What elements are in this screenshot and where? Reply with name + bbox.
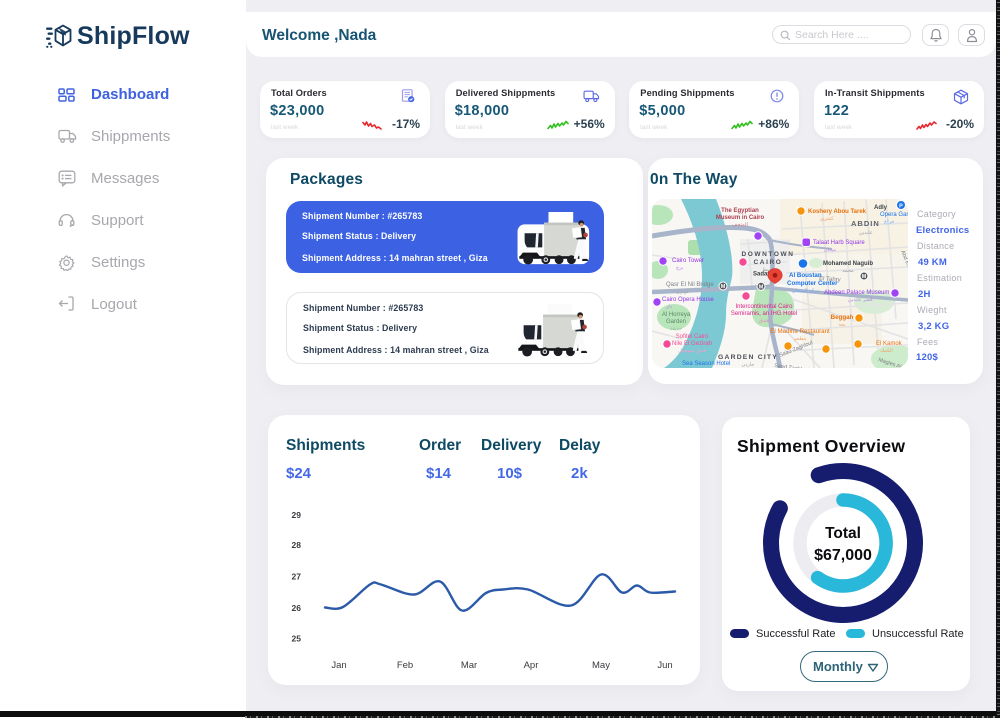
svg-text:Sofitel Cairo: Sofitel Cairo: [676, 334, 709, 340]
svg-text:27: 27: [292, 572, 302, 582]
svg-text:Museum in Cairo: Museum in Cairo: [716, 215, 765, 221]
svg-text:Feb: Feb: [397, 660, 413, 671]
svg-text:El Tahry: El Tahry: [819, 276, 841, 283]
svg-text:جاردن: جاردن: [742, 362, 755, 368]
svg-text:Qasr El Nil Bridge: Qasr El Nil Bridge: [666, 282, 714, 288]
svg-text:Magles Al...: Magles Al...: [877, 357, 906, 368]
svg-text:كشري: كشري: [820, 216, 834, 222]
svg-text:Al Horreya: Al Horreya: [662, 312, 691, 318]
svg-text:The Egyptian: The Egyptian: [721, 208, 759, 214]
svg-text:CAIRO: CAIRO: [754, 259, 783, 266]
svg-text:محمد: محمد: [842, 268, 854, 274]
svg-text:El Kamok: El Kamok: [876, 341, 903, 347]
svg-text:حديقة: حديقة: [670, 326, 682, 332]
svg-text:Talaat Harb Square: Talaat Harb Square: [813, 240, 865, 246]
svg-text:Al Boustan: Al Boustan: [789, 272, 822, 279]
svg-text:ABDIN: ABDIN: [851, 219, 880, 228]
svg-text:فندق: فندق: [759, 318, 770, 324]
svg-text:Garden: Garden: [666, 319, 686, 325]
svg-text:M: M: [759, 285, 764, 291]
svg-text:Cairo Tower: Cairo Tower: [672, 258, 704, 264]
svg-text:29: 29: [292, 510, 302, 520]
svg-text:المتحف: المتحف: [732, 222, 748, 228]
svg-text:Total: Total: [825, 525, 861, 542]
svg-text:M: M: [721, 284, 726, 290]
svg-text:Opera Gara: Opera Gara: [880, 212, 908, 218]
svg-text:28: 28: [292, 540, 302, 550]
svg-text:25: 25: [292, 634, 302, 644]
svg-text:Abdeen Palace Museum: Abdeen Palace Museum: [824, 290, 889, 296]
svg-text:Nile El Gezirah: Nile El Gezirah: [672, 341, 712, 347]
svg-text:May: May: [592, 660, 610, 671]
svg-text:Adly: Adly: [874, 205, 888, 211]
svg-text:وسط: وسط: [762, 267, 774, 273]
svg-text:قصر عابدين: قصر عابدين: [848, 297, 873, 303]
svg-text:M: M: [862, 274, 867, 280]
svg-text:ميدان: ميدان: [824, 247, 836, 253]
svg-text:الكمك: الكمك: [880, 348, 893, 354]
svg-text:دار: دار: [665, 304, 672, 310]
svg-text:Apr: Apr: [524, 660, 539, 671]
svg-text:Sea Season Hotel: Sea Season Hotel: [682, 361, 730, 367]
svg-text:جراج: جراج: [884, 219, 894, 225]
svg-text:Jun: Jun: [657, 660, 672, 671]
svg-text:Koshery Abou Tarek: Koshery Abou Tarek: [808, 209, 867, 215]
svg-text:P: P: [899, 204, 903, 210]
svg-text:كوبري: كوبري: [676, 289, 690, 295]
svg-text:Beggah: Beggah: [831, 314, 854, 321]
svg-text:فندق سوفيتل: فندق سوفيتل: [678, 348, 706, 354]
svg-text:El Madina Restaurant: El Madina Restaurant: [770, 328, 830, 335]
svg-text:Mohamed Naguib: Mohamed Naguib: [823, 261, 873, 267]
svg-text:Sadat: Sadat: [753, 272, 769, 278]
svg-text:$67,000: $67,000: [814, 547, 872, 564]
svg-text:Computer Center: Computer Center: [787, 280, 838, 287]
svg-text:GARDEN CITY: GARDEN CITY: [718, 354, 778, 361]
svg-text:26: 26: [292, 603, 302, 613]
svg-text:Saad Zaghloul: Saad Zaghloul: [774, 363, 810, 368]
svg-text:Intercontinental Cairo: Intercontinental Cairo: [735, 304, 793, 310]
svg-text:Jan: Jan: [331, 660, 346, 671]
svg-text:بجة: بجة: [838, 322, 845, 328]
svg-text:برج: برج: [676, 265, 683, 271]
svg-text:Semiramis, an IHG Hotel: Semiramis, an IHG Hotel: [731, 311, 797, 317]
svg-text:DOWNTOWN: DOWNTOWN: [741, 251, 794, 258]
svg-text:Cairo Opera House: Cairo Opera House: [662, 297, 714, 303]
svg-text:Mar: Mar: [461, 660, 477, 671]
svg-text:مطعم: مطعم: [794, 336, 807, 342]
svg-text:مركز البستان: مركز البستان: [792, 288, 820, 294]
svg-text:عابدين: عابدين: [859, 230, 873, 236]
